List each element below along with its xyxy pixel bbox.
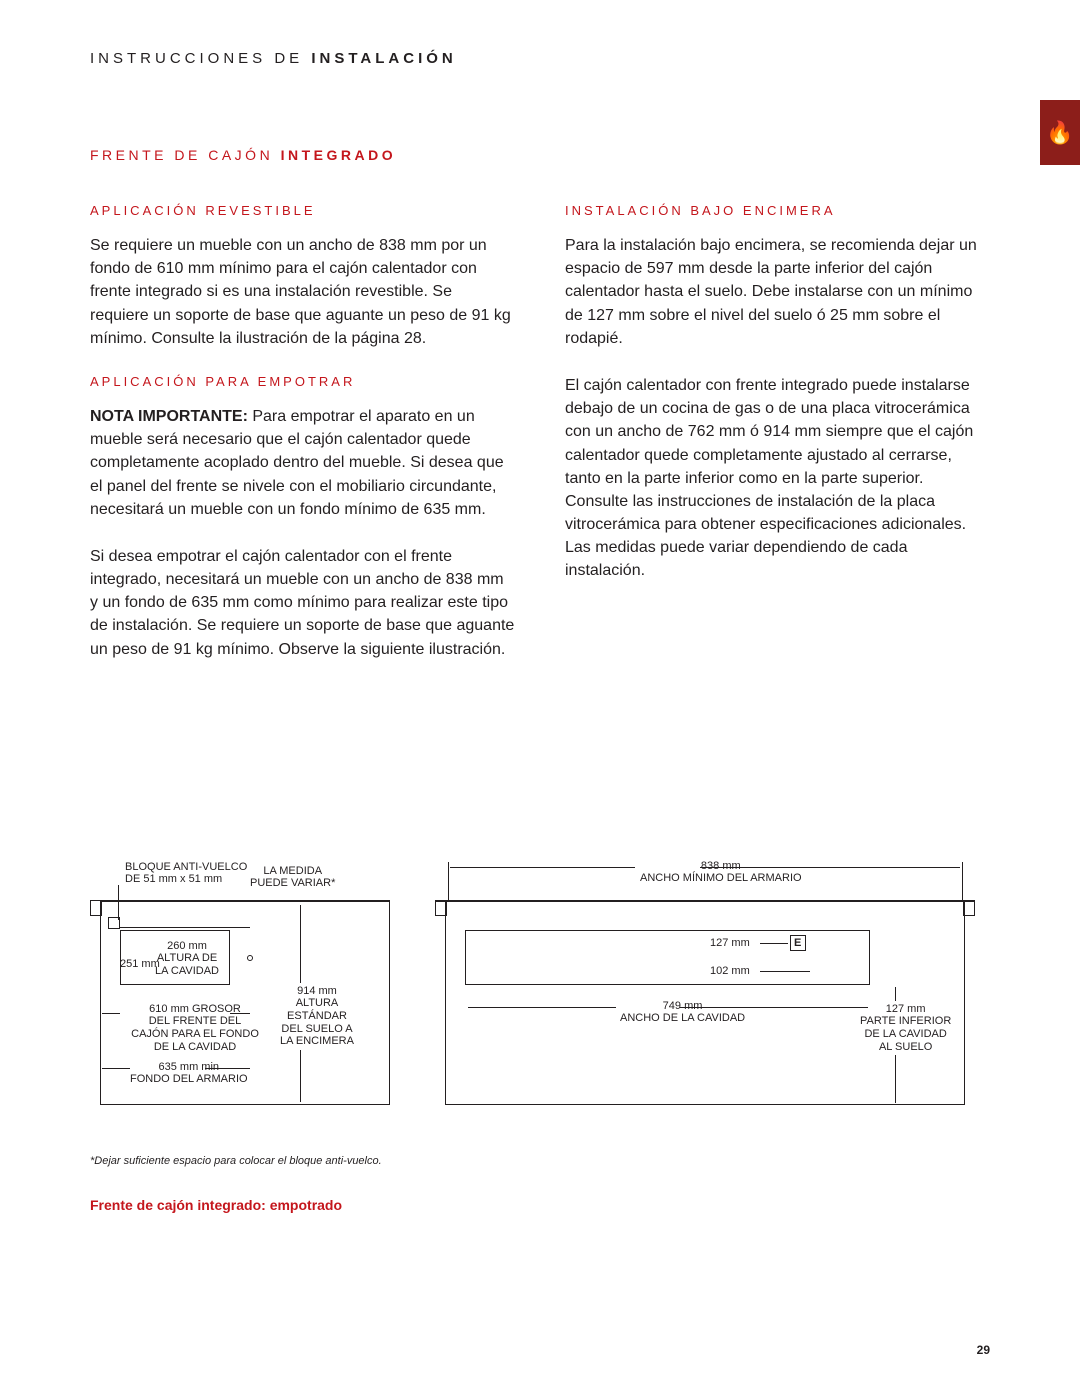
right-countertop-edge-l <box>435 900 447 916</box>
page: INSTRUCCIONES DE INSTALACIÓN 🔥 FRENTE DE… <box>0 0 1080 1253</box>
arrow-749-r <box>680 1007 868 1008</box>
antitip-leader <box>118 885 119 920</box>
diagram-caption: Frente de cajón integrado: empotrado <box>90 1197 990 1213</box>
v-749s: ANCHO DE LA CAVIDAD <box>620 1012 745 1024</box>
right-countertop-edge-r <box>963 900 975 916</box>
diagram-footnote: *Dejar suficiente espacio para colocar e… <box>90 1155 990 1167</box>
lbl-635: 635 mm min FONDO DEL ARMARIO <box>130 1061 248 1086</box>
v-838s: ANCHO MÍNIMO DEL ARMARIO <box>640 872 802 884</box>
v-610s3: DE LA CAVIDAD <box>154 1041 236 1053</box>
arrow-914-u <box>300 905 301 983</box>
diagram: BLOQUE ANTI-VUELCO DE 51 mm x 51 mm LA M… <box>90 855 990 1135</box>
lbl-antitip-2: DE 51 mm x 51 mm <box>125 873 222 885</box>
v-260: 260 mm <box>167 940 207 952</box>
v-260s1: ALTURA DE <box>157 952 217 964</box>
arrow-914-d <box>300 1050 301 1102</box>
left-column: APLICACIÓN REVESTIBLE Se requiere un mue… <box>90 203 515 685</box>
columns: APLICACIÓN REVESTIBLE Se requiere un mue… <box>90 203 990 685</box>
right-p2: El cajón calentador con frente integrado… <box>565 374 990 583</box>
v-914s2: ESTÁNDAR <box>287 1010 347 1022</box>
arrow-127b-u <box>895 987 896 1001</box>
page-title-bold: INSTALACIÓN <box>311 50 456 67</box>
handle-icon <box>247 955 253 961</box>
arrow-635-r <box>205 1068 250 1069</box>
e-marker: E <box>794 937 801 950</box>
page-title-prefix: INSTRUCCIONES DE <box>90 50 311 67</box>
lbl-127a: 127 mm <box>710 937 750 950</box>
arrow-838-l <box>450 867 635 868</box>
lbl-medida-2: PUEDE VARIAR* <box>250 877 335 889</box>
v-610s1: DEL FRENTE DEL <box>149 1015 242 1027</box>
v-127bs1: PARTE INFERIOR <box>860 1015 951 1027</box>
arrow-635-l <box>102 1068 130 1069</box>
v-610: 610 mm GROSOR <box>149 1003 241 1015</box>
arrow-127a <box>760 943 788 944</box>
lbl-260: 260 mm ALTURA DE LA CAVIDAD <box>155 940 219 978</box>
lbl-medida: LA MEDIDA PUEDE VARIAR* <box>250 865 335 890</box>
right-cavity <box>465 930 870 985</box>
v-251: 251 mm <box>120 958 160 970</box>
page-title: INSTRUCCIONES DE INSTALACIÓN <box>90 50 990 67</box>
v-127bs3: AL SUELO <box>879 1041 932 1053</box>
right-p1: Para la instalación bajo encimera, se re… <box>565 234 990 350</box>
flame-icon: 🔥 <box>1046 120 1073 146</box>
left-cavity-inner <box>120 927 250 928</box>
v-260s2: LA CAVIDAD <box>155 965 219 977</box>
right-column: INSTALACIÓN BAJO ENCIMERA Para la instal… <box>565 203 990 685</box>
v-127bs2: DE LA CAVIDAD <box>864 1028 946 1040</box>
lbl-medida-1: LA MEDIDA <box>263 865 322 877</box>
lbl-838: 838 mm ANCHO MÍNIMO DEL ARMARIO <box>640 860 802 885</box>
left-countertop-top <box>100 900 390 902</box>
arrow-838-tickl <box>448 862 449 900</box>
section-title-bold: INTEGRADO <box>281 147 397 163</box>
left-countertop-edge <box>90 900 102 916</box>
lbl-749: 749 mm ANCHO DE LA CAVIDAD <box>620 1000 745 1025</box>
lbl-127b: 127 mm PARTE INFERIOR DE LA CAVIDAD AL S… <box>860 1003 951 1054</box>
left-p2-strong: NOTA IMPORTANTE: <box>90 408 248 425</box>
page-number: 29 <box>977 1343 990 1357</box>
section-title: FRENTE DE CAJÓN INTEGRADO <box>90 147 990 163</box>
left-p2: NOTA IMPORTANTE: Para empotrar el aparat… <box>90 405 515 521</box>
arrow-749-l <box>468 1007 616 1008</box>
left-p3: Si desea empotrar el cajón calentador co… <box>90 545 515 661</box>
lbl-251: 251 mm <box>120 958 160 971</box>
v-914s3: DEL SUELO A <box>281 1023 352 1035</box>
section-title-prefix: FRENTE DE CAJÓN <box>90 147 281 163</box>
v-610s2: CAJÓN PARA EL FONDO <box>131 1028 259 1040</box>
v-635s: FONDO DEL ARMARIO <box>130 1073 248 1085</box>
v-914: 914 mm <box>297 985 337 997</box>
arrow-102 <box>760 971 810 972</box>
side-tab: 🔥 <box>1040 100 1080 165</box>
v-635: 635 mm min <box>159 1061 220 1073</box>
arrow-838-tickr <box>962 862 963 900</box>
diagram-container: BLOQUE ANTI-VUELCO DE 51 mm x 51 mm LA M… <box>90 855 990 1213</box>
left-h2: APLICACIÓN PARA EMPOTRAR <box>90 374 515 389</box>
lbl-antitip: BLOQUE ANTI-VUELCO DE 51 mm x 51 mm <box>125 861 247 886</box>
v-127b: 127 mm <box>886 1003 926 1015</box>
lbl-antitip-1: BLOQUE ANTI-VUELCO <box>125 861 247 873</box>
right-countertop <box>435 900 975 902</box>
v-914s1: ALTURA <box>296 997 339 1009</box>
arrow-610-l <box>102 1013 120 1014</box>
left-h1: APLICACIÓN REVESTIBLE <box>90 203 515 218</box>
lbl-914: 914 mm ALTURA ESTÁNDAR DEL SUELO A LA EN… <box>280 985 354 1048</box>
arrow-838-r <box>700 867 960 868</box>
v-749: 749 mm <box>663 1000 703 1012</box>
lbl-102: 102 mm <box>710 965 750 978</box>
arrow-127b-d <box>895 1055 896 1103</box>
v-914s4: LA ENCIMERA <box>280 1035 354 1047</box>
lbl-610: 610 mm GROSOR DEL FRENTE DEL CAJÓN PARA … <box>115 1003 275 1054</box>
v-838: 838 mm <box>701 860 741 872</box>
left-p1: Se requiere un mueble con un ancho de 83… <box>90 234 515 350</box>
right-h1: INSTALACIÓN BAJO ENCIMERA <box>565 203 990 218</box>
arrow-610-r <box>230 1013 250 1014</box>
